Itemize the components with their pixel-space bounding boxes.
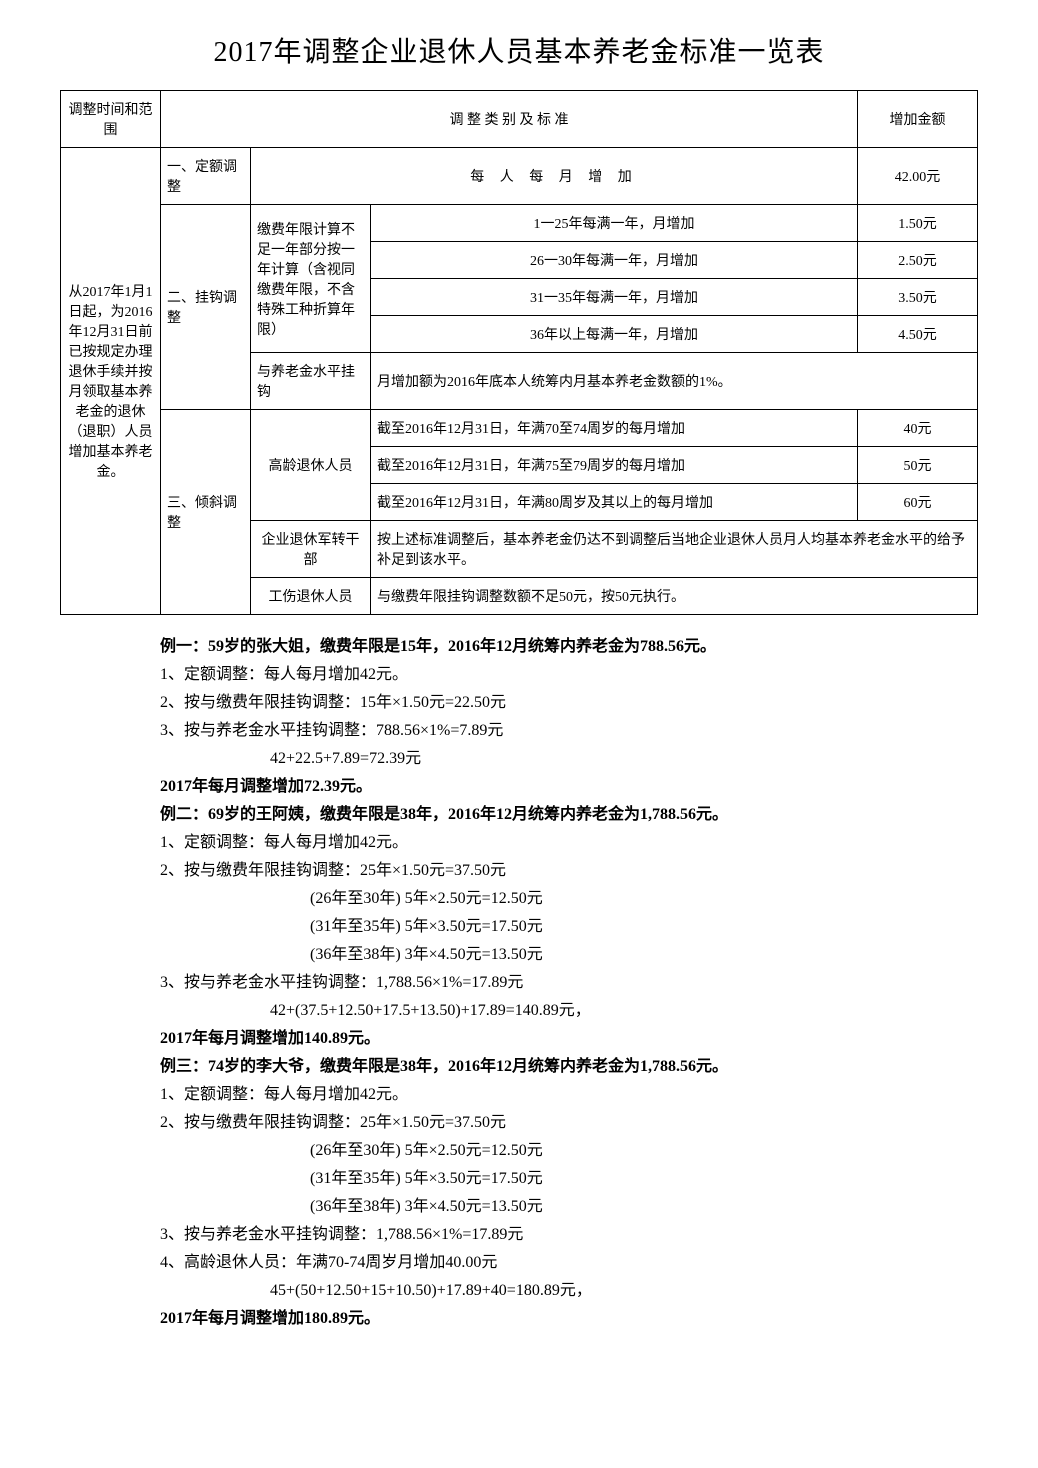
military-label: 企业退休军转干部 [251, 521, 371, 578]
linked-label: 二、挂钩调整 [161, 205, 251, 410]
th-category: 调 整 类 别 及 标 准 [161, 91, 858, 148]
scope-cell: 从2017年1月1日起，为2016年12月31日前已按规定办理退休手续并按月领取… [61, 148, 161, 615]
example-line: 3、按与养老金水平挂钩调整：1,788.56×1%=17.89元 [160, 969, 958, 997]
elderly-row-2-amt: 60元 [858, 484, 978, 521]
example-line: (26年至30年) 5年×2.50元=12.50元 [160, 885, 958, 913]
linked-years-note: 缴费年限计算不足一年部分按一年计算（含视同缴费年限，不含特殊工种折算年限） [251, 205, 371, 353]
th-amount: 增加金额 [858, 91, 978, 148]
elderly-row-0-amt: 40元 [858, 410, 978, 447]
example-line: 45+(50+12.50+15+10.50)+17.89+40=180.89元， [160, 1277, 958, 1305]
pension-table: 调整时间和范围 调 整 类 别 及 标 准 增加金额 从2017年1月1日起，为… [60, 90, 978, 615]
example-line: (36年至38年) 3年×4.50元=13.50元 [160, 1193, 958, 1221]
tilt-label: 三、倾斜调整 [161, 410, 251, 615]
linked-row-2-desc: 31一35年每满一年，月增加 [371, 279, 858, 316]
example-line: 1、定额调整：每人每月增加42元。 [160, 1081, 958, 1109]
pension-level-desc: 月增加额为2016年底本人统筹内月基本养老金数额的1%。 [371, 353, 978, 410]
fixed-label: 一、定额调整 [161, 148, 251, 205]
military-desc: 按上述标准调整后，基本养老金仍达不到调整后当地企业退休人员月人均基本养老金水平的… [371, 521, 978, 578]
fixed-desc: 每 人 每 月 增 加 [251, 148, 858, 205]
elderly-row-1-desc: 截至2016年12月31日，年满75至79周岁的每月增加 [371, 447, 858, 484]
example-line: (36年至38年) 3年×4.50元=13.50元 [160, 941, 958, 969]
example-line: 2017年每月调整增加72.39元。 [160, 773, 958, 801]
elderly-label: 高龄退休人员 [251, 410, 371, 521]
example-line: 2017年每月调整增加180.89元。 [160, 1305, 958, 1333]
elderly-row-1-amt: 50元 [858, 447, 978, 484]
linked-row-2-amt: 3.50元 [858, 279, 978, 316]
elderly-row-2-desc: 截至2016年12月31日，年满80周岁及其以上的每月增加 [371, 484, 858, 521]
linked-row-0-desc: 1一25年每满一年，月增加 [371, 205, 858, 242]
linked-row-0-amt: 1.50元 [858, 205, 978, 242]
page-title: 2017年调整企业退休人员基本养老金标准一览表 [60, 30, 978, 70]
linked-row-1-desc: 26一30年每满一年，月增加 [371, 242, 858, 279]
linked-row-3-desc: 36年以上每满一年，月增加 [371, 316, 858, 353]
example-line: 42+(37.5+12.50+17.5+13.50)+17.89=140.89元… [160, 997, 958, 1025]
th-scope: 调整时间和范围 [61, 91, 161, 148]
examples-section: 例一：59岁的张大姐，缴费年限是15年，2016年12月统筹内养老金为788.5… [60, 633, 978, 1333]
elderly-row-0-desc: 截至2016年12月31日，年满70至74周岁的每月增加 [371, 410, 858, 447]
example-line: 例一：59岁的张大姐，缴费年限是15年，2016年12月统筹内养老金为788.5… [160, 633, 958, 661]
injury-label: 工伤退休人员 [251, 578, 371, 615]
example-line: 2、按与缴费年限挂钩调整：25年×1.50元=37.50元 [160, 857, 958, 885]
example-line: (31年至35年) 5年×3.50元=17.50元 [160, 1165, 958, 1193]
example-line: 2、按与缴费年限挂钩调整：15年×1.50元=22.50元 [160, 689, 958, 717]
example-line: 1、定额调整：每人每月增加42元。 [160, 661, 958, 689]
fixed-amt: 42.00元 [858, 148, 978, 205]
example-line: 例三：74岁的李大爷，缴费年限是38年，2016年12月统筹内养老金为1,788… [160, 1053, 958, 1081]
example-line: 42+22.5+7.89=72.39元 [160, 745, 958, 773]
example-line: 2017年每月调整增加140.89元。 [160, 1025, 958, 1053]
example-line: 1、定额调整：每人每月增加42元。 [160, 829, 958, 857]
pension-level-label: 与养老金水平挂钩 [251, 353, 371, 410]
example-line: 2、按与缴费年限挂钩调整：25年×1.50元=37.50元 [160, 1109, 958, 1137]
example-line: 3、按与养老金水平挂钩调整：1,788.56×1%=17.89元 [160, 1221, 958, 1249]
linked-row-1-amt: 2.50元 [858, 242, 978, 279]
example-line: 4、高龄退休人员：年满70-74周岁月增加40.00元 [160, 1249, 958, 1277]
injury-desc: 与缴费年限挂钩调整数额不足50元，按50元执行。 [371, 578, 978, 615]
example-line: (31年至35年) 5年×3.50元=17.50元 [160, 913, 958, 941]
linked-row-3-amt: 4.50元 [858, 316, 978, 353]
example-line: 例二：69岁的王阿姨，缴费年限是38年，2016年12月统筹内养老金为1,788… [160, 801, 958, 829]
example-line: 3、按与养老金水平挂钩调整：788.56×1%=7.89元 [160, 717, 958, 745]
example-line: (26年至30年) 5年×2.50元=12.50元 [160, 1137, 958, 1165]
